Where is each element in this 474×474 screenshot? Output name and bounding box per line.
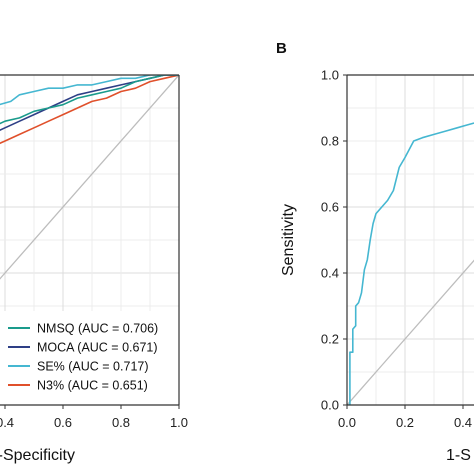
panel-b-reference-diagonal <box>347 259 474 405</box>
panel-b-axes: 0.0 0.2 0.4 0.6 0.8 1.0 0.0 0.2 0.4 <box>321 68 474 430</box>
panel-a-legend: NMSQ (AUC = 0.706) MOCA (AUC = 0.671) SE% … <box>0 311 181 405</box>
panel-b-y-tick-label: 0.0 <box>321 398 339 413</box>
panel-b-curves <box>347 122 474 405</box>
panel-b-roc-curve <box>347 122 474 405</box>
panel-b-label: B <box>276 40 287 57</box>
roc-curve-series-3 <box>0 75 179 145</box>
panel-b-x-axis-label: 1-S <box>446 447 471 464</box>
panel-b-y-tick-label: 0.8 <box>321 134 339 149</box>
panel-a-x-tick-label: 0.8 <box>112 415 130 430</box>
legend-background <box>0 311 181 405</box>
panel-b: B 0.0 0.2 0.4 0.6 0.8 1.0 0.0 0.2 0.4 Sensitivit… <box>276 40 474 464</box>
panel-b-y-tick-label: 0.6 <box>321 200 339 215</box>
panel-b-y-tick-label: 0.4 <box>321 266 339 281</box>
panel-a-axes: 0.4 0.6 0.8 1.0 <box>0 74 188 430</box>
panel-b-x-tick-label: 0.0 <box>338 415 356 430</box>
roc-curve-series-1 <box>0 75 179 131</box>
panel-b-y-tick-label: 0.2 <box>321 332 339 347</box>
panel-b-x-tick-label: 0.2 <box>396 415 414 430</box>
panel-b-grid <box>347 75 474 405</box>
roc-curve-series-2 <box>0 75 179 106</box>
panel-a: NMSQ (AUC = 0.706) MOCA (AUC = 0.671) SE% … <box>0 74 188 464</box>
panel-a-x-tick-label: 0.4 <box>0 415 14 430</box>
legend-entry: MOCA (AUC = 0.671) <box>37 341 158 355</box>
legend-entry: NMSQ (AUC = 0.706) <box>37 322 158 336</box>
panel-b-y-axis-label: Sensitivity <box>280 204 297 276</box>
panel-a-x-tick-label: 1.0 <box>170 415 188 430</box>
legend-entry: N3% (AUC = 0.651) <box>37 379 148 393</box>
reference-diagonal-line <box>0 75 179 280</box>
legend-entry: SE% (AUC = 0.717) <box>37 360 149 374</box>
panel-a-curves <box>0 75 179 280</box>
panel-b-y-tick-label: 1.0 <box>321 68 339 83</box>
panel-b-x-tick-label: 0.4 <box>454 415 472 430</box>
panel-a-x-axis-label: 1-Specificity <box>0 447 75 464</box>
panel-a-x-tick-label: 0.6 <box>54 415 72 430</box>
roc-curve-series-0 <box>0 75 179 125</box>
